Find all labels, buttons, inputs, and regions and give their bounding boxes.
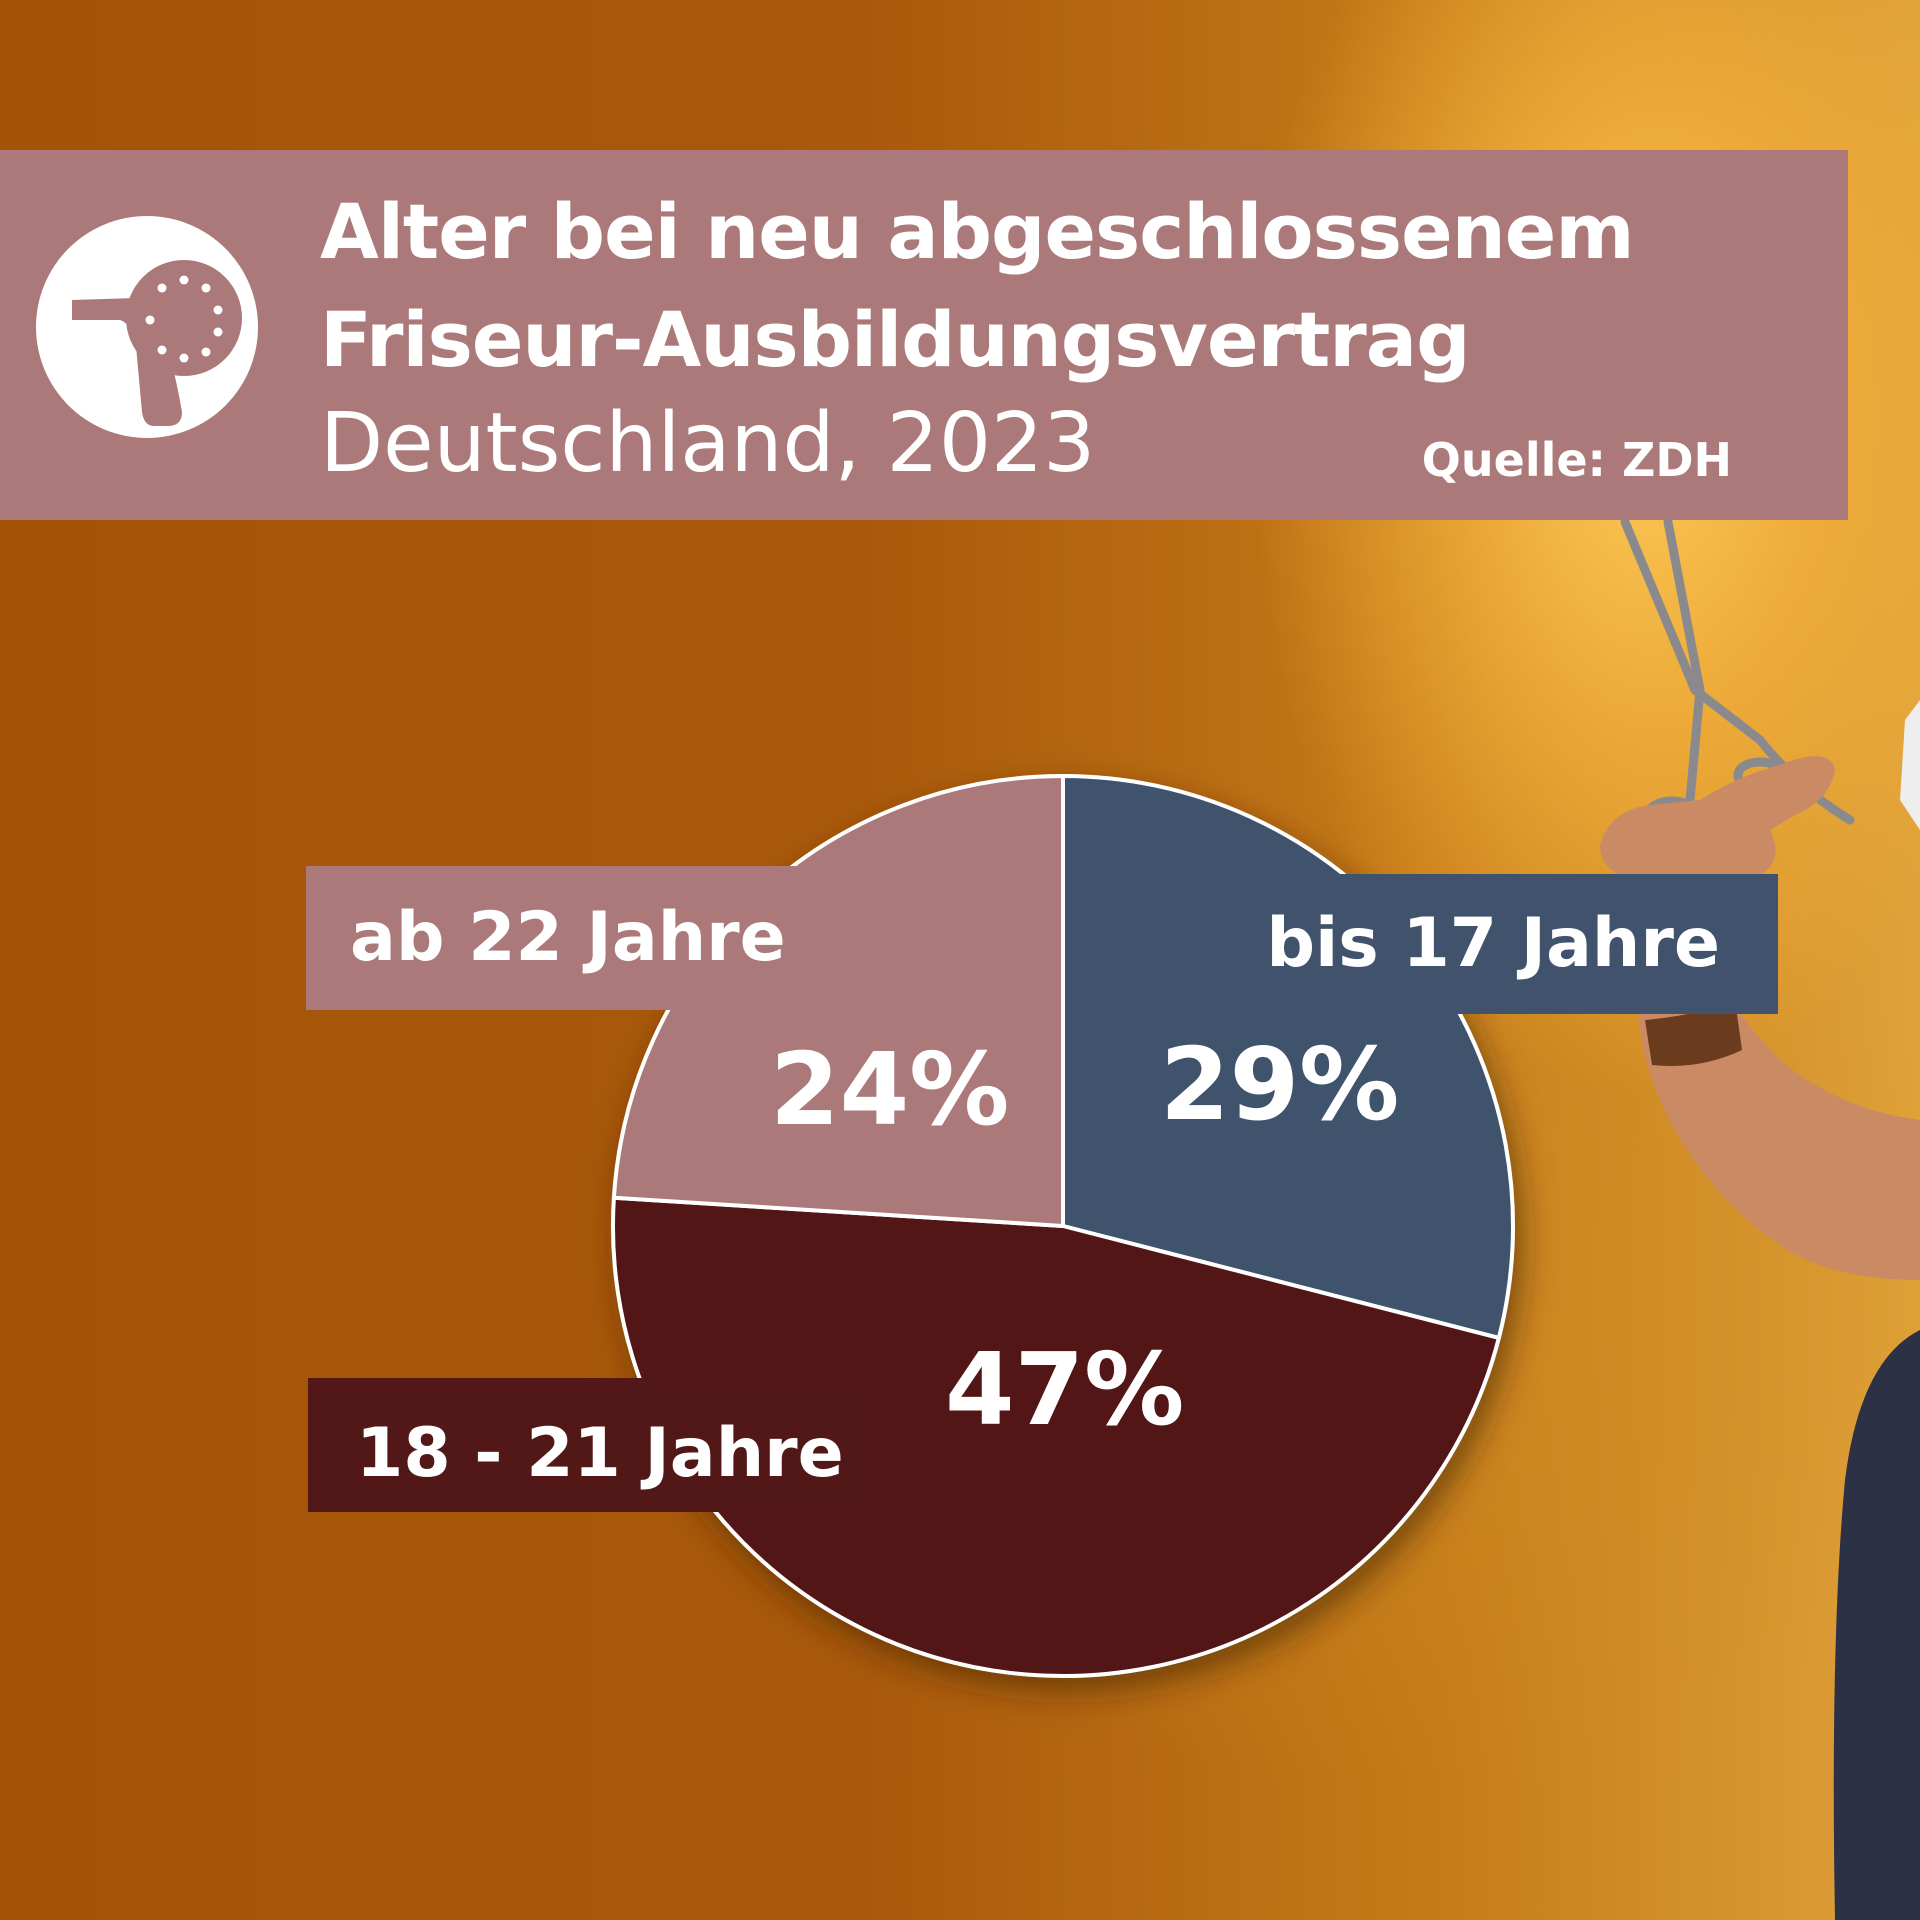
header-banner: Alter bei neu abgeschlossenem Friseur-Au…	[0, 150, 1848, 520]
chart-subtitle: Deutschland, 2023	[320, 396, 1096, 491]
hair-dryer-icon	[36, 216, 258, 438]
slice-value-ab-22: 24%	[770, 1031, 1010, 1148]
title-line-1: Alter bei neu abgeschlossenem	[320, 187, 1635, 276]
slice-value-18-21: 47%	[945, 1331, 1185, 1448]
title-line-2: Friseur-Ausbildungsvertrag	[320, 295, 1470, 384]
legend-label-bis-17: bis 17 Jahre	[1248, 874, 1778, 1014]
legend-label-ab-22: ab 22 Jahre	[306, 866, 806, 1010]
legend-label-18-21: 18 - 21 Jahre	[308, 1378, 868, 1512]
chart-title: Alter bei neu abgeschlossenem Friseur-Au…	[320, 178, 1820, 394]
slice-value-bis-17: 29%	[1160, 1026, 1400, 1143]
source-note: Quelle: ZDH	[1421, 433, 1732, 487]
